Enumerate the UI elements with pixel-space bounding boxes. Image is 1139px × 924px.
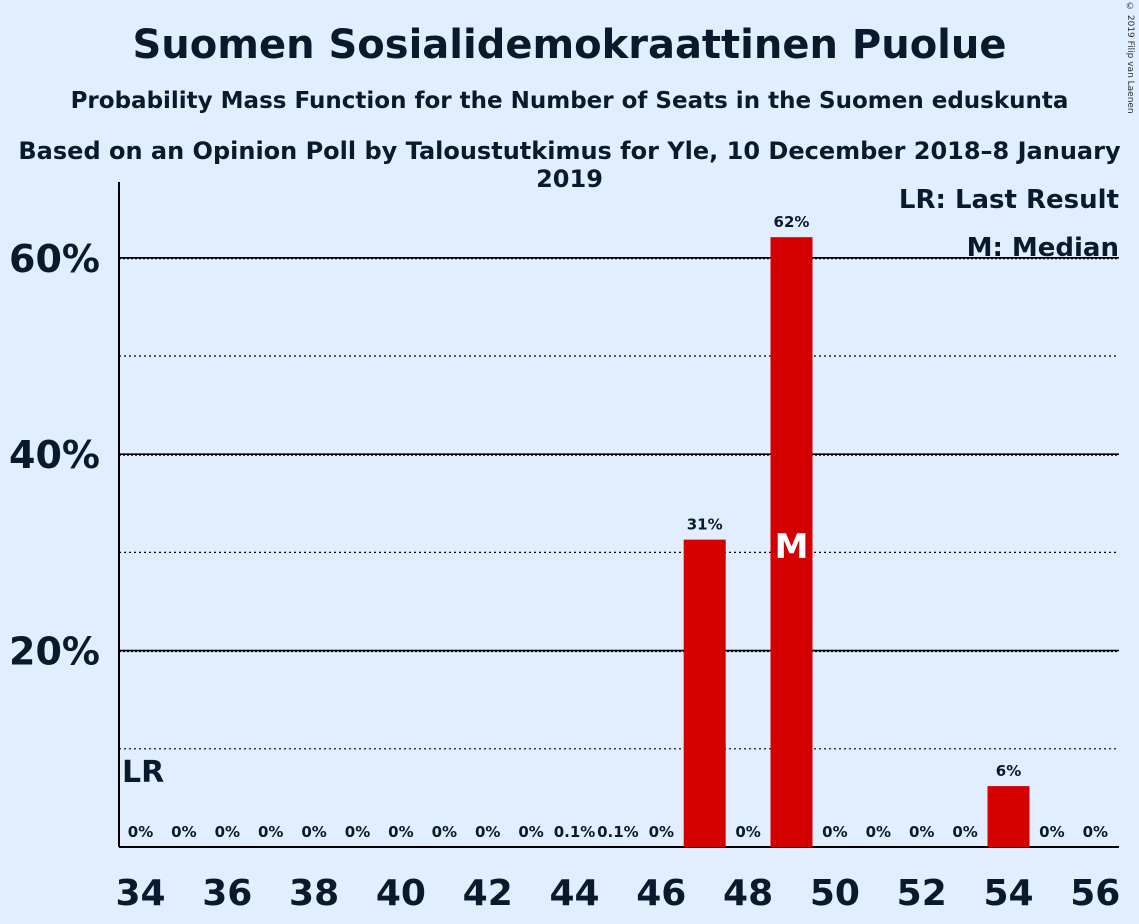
x-tick-label: 44 <box>549 873 599 914</box>
bar-seat-54 <box>987 786 1030 847</box>
bar-value-label: 0% <box>301 823 326 841</box>
bar-value-label: 0% <box>735 823 760 841</box>
bar-value-label: 6% <box>996 762 1021 780</box>
y-tick-label: 20% <box>9 630 100 674</box>
x-tick-label: 56 <box>1070 873 1120 914</box>
bar-seat-47 <box>683 539 726 847</box>
x-tick-label: 34 <box>115 873 165 914</box>
copyright-notice: © 2019 Filip van Laenen <box>1125 2 1135 114</box>
bar-value-label: 0% <box>215 823 240 841</box>
bar-seat-49 <box>770 237 813 848</box>
bar-value-label: 0% <box>822 823 847 841</box>
bar-value-label: 0% <box>1083 823 1108 841</box>
bar-value-label: 0% <box>171 823 196 841</box>
bar-value-label: 31% <box>687 516 723 534</box>
bar-value-label: 0% <box>345 823 370 841</box>
bar-value-label: 0% <box>649 823 674 841</box>
chart-source-subtitle: Based on an Opinion Poll by Taloustutkim… <box>18 137 1121 193</box>
bar-value-label: 0% <box>866 823 891 841</box>
x-tick-label: 42 <box>463 873 513 914</box>
x-tick-label: 52 <box>897 873 947 914</box>
legend-median: M: Median <box>966 233 1119 263</box>
bar-value-label: 0.1% <box>597 823 639 841</box>
median-marker: M <box>775 527 809 567</box>
bar-value-label: 0% <box>518 823 543 841</box>
x-tick-label: 48 <box>723 873 773 914</box>
bar-value-label: 0% <box>1039 823 1064 841</box>
x-tick-label: 40 <box>376 873 426 914</box>
y-tick-label: 60% <box>9 237 100 281</box>
x-tick-label: 36 <box>202 873 252 914</box>
last-result-marker: LR <box>122 755 164 790</box>
legend-last-result: LR: Last Result <box>898 185 1119 215</box>
chart-title: Suomen Sosialidemokraattinen Puolue <box>132 22 1007 68</box>
bar-value-label: 0.1% <box>554 823 596 841</box>
bar-value-label: 0% <box>475 823 500 841</box>
bar-value-label: 0% <box>128 823 153 841</box>
chart-subtitle: Probability Mass Function for the Number… <box>70 88 1069 114</box>
bar-value-label: 0% <box>432 823 457 841</box>
bar-value-label: 0% <box>388 823 413 841</box>
bar-value-label: 0% <box>258 823 283 841</box>
x-tick-label: 50 <box>810 873 860 914</box>
y-tick-label: 40% <box>9 433 100 477</box>
x-tick-label: 54 <box>983 873 1033 914</box>
bar-value-label: 62% <box>774 213 810 231</box>
bar-value-label: 0% <box>909 823 934 841</box>
bar-value-label: 0% <box>952 823 977 841</box>
x-tick-label: 38 <box>289 873 339 914</box>
x-tick-label: 46 <box>636 873 686 914</box>
